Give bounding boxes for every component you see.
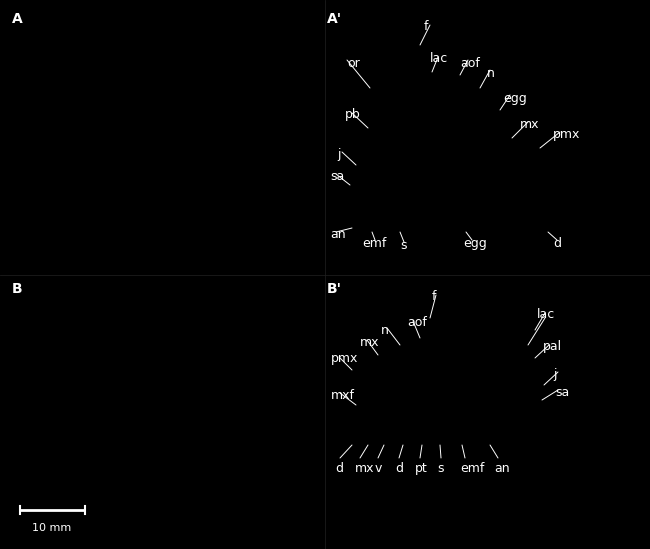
Text: lac: lac — [537, 308, 555, 321]
Text: A': A' — [327, 12, 342, 26]
Text: mx: mx — [520, 118, 540, 131]
Text: s: s — [437, 462, 443, 475]
Text: an: an — [330, 228, 346, 241]
Text: mx: mx — [360, 336, 380, 349]
Text: an: an — [494, 462, 510, 475]
Text: B: B — [12, 282, 23, 296]
Text: egg: egg — [503, 92, 526, 105]
Text: n: n — [487, 67, 495, 80]
Text: pb: pb — [345, 108, 361, 121]
Text: f: f — [424, 20, 428, 33]
Text: mx: mx — [355, 462, 374, 475]
Text: sa: sa — [330, 170, 344, 183]
Text: egg: egg — [463, 237, 487, 250]
Text: d: d — [395, 462, 403, 475]
Text: A: A — [12, 12, 23, 26]
Text: d: d — [553, 237, 561, 250]
Text: or: or — [347, 57, 359, 70]
Text: s: s — [400, 239, 406, 252]
Text: B': B' — [327, 282, 342, 296]
Text: sa: sa — [555, 386, 569, 399]
Text: pal: pal — [543, 340, 562, 353]
Text: lac: lac — [430, 52, 448, 65]
Text: aof: aof — [407, 316, 427, 329]
Text: v: v — [375, 462, 382, 475]
Text: 10 mm: 10 mm — [32, 523, 72, 533]
Text: f: f — [432, 290, 437, 303]
Text: pmx: pmx — [553, 128, 580, 141]
Text: j: j — [553, 368, 556, 381]
Text: j: j — [337, 148, 341, 161]
Text: emf: emf — [460, 462, 484, 475]
Text: aof: aof — [460, 57, 480, 70]
Text: mxf: mxf — [331, 389, 355, 402]
Text: emf: emf — [362, 237, 386, 250]
Text: pmx: pmx — [331, 352, 358, 365]
Text: pt: pt — [415, 462, 428, 475]
Text: n: n — [381, 324, 389, 337]
Text: d: d — [335, 462, 343, 475]
